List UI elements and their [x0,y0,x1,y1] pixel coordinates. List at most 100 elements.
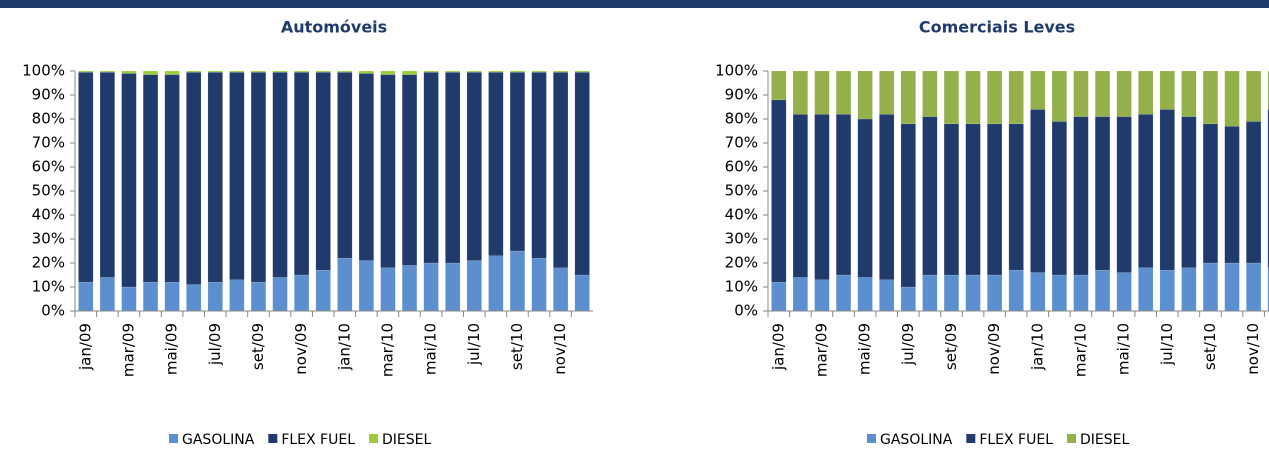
bar-segment [792,70,808,115]
bar-segment [1116,70,1132,117]
bar-segment [445,71,461,264]
bar-segment [1030,272,1046,312]
bar-segment [965,70,981,125]
bar-segment [315,269,331,312]
bar-segment [164,281,180,312]
bar-segment [987,123,1003,276]
bar-segment [553,267,569,312]
y-tick-label: 80% [32,110,65,128]
bar-segment [900,286,916,312]
x-tick-label: set/09 [249,323,267,370]
bar-segment [531,71,547,259]
bar-segment [164,70,180,75]
bar-segment [771,281,787,312]
bar-segment [857,70,873,120]
x-tick-label: jul/09 [206,323,224,366]
bar-segment [1224,70,1240,127]
bar-segment [488,70,504,73]
legend-swatch [369,434,378,443]
legend-swatch [966,434,976,443]
bar-segment [879,113,895,281]
bar-segment [1202,262,1219,312]
x-tick-label: mai/09 [856,323,874,375]
bar-segment [445,70,461,73]
bar-segment [1116,116,1132,273]
bar-segment [1181,70,1197,117]
bar-segment [78,281,94,312]
bar-segment [574,70,590,73]
x-tick-label: jul/09 [899,323,917,366]
y-tick-label: 20% [32,254,65,272]
bar-segment [771,70,787,101]
bar-segment [1030,109,1046,273]
bar-segment [965,123,981,276]
bar-segment [142,70,159,75]
legend-label: GASOLINA [880,432,953,448]
bar-segment [1094,116,1111,271]
bar-segment [1051,121,1067,276]
y-tick-label: 70% [725,134,758,152]
bar-segment [943,123,960,276]
y-tick-label: 100% [715,62,758,80]
bar-segment [380,74,396,269]
bar-segment [1267,109,1269,269]
bar-segment [922,70,938,117]
header-band [0,0,1269,8]
chart-title: Comerciais Leves [919,18,1075,37]
x-tick-label: mar/10 [1071,323,1089,377]
bar-segment [401,74,418,266]
bar-segment [531,257,547,312]
bar-segment [1246,70,1262,122]
y-tick-label: 0% [734,302,758,320]
bar-segment [401,70,418,75]
bar-segment [99,71,115,278]
bar-segment [1008,70,1024,125]
bar-segment [900,70,916,125]
bar-segment [1202,70,1219,125]
bar-segment [272,277,288,312]
bar-segment [987,274,1003,312]
bar-segment [1138,113,1154,269]
bar-segment [792,113,808,278]
bar-segment [121,73,137,288]
bar-segment [1202,123,1219,264]
bar-segment [1267,267,1269,312]
bar-segment [771,99,787,283]
bar-segment [857,118,873,278]
bar-segment [1159,70,1175,110]
y-tick-label: 60% [725,158,758,176]
bar-segment [792,277,808,312]
bar-segment [121,286,137,312]
x-tick-label: set/10 [508,323,526,370]
legend-label: FLEX FUEL [281,432,355,448]
bar-segment [466,70,482,73]
bar-segment [1224,125,1240,264]
bar-segment [900,123,916,288]
y-tick-label: 80% [725,110,758,128]
bar-segment [1008,123,1024,271]
bar-segment [1116,272,1132,312]
y-tick-label: 100% [22,62,65,80]
bar-segment [121,70,137,74]
x-tick-label: mai/10 [1115,323,1133,375]
bar-segment [423,71,439,264]
bar-segment [337,257,353,312]
y-tick-label: 40% [725,206,758,224]
legend-swatch [268,434,278,443]
bar-segment [509,250,526,312]
x-tick-label: jan/10 [335,323,353,371]
bar-segment [1224,262,1240,312]
bar-segment [78,71,94,283]
bar-segment [186,71,202,285]
bar-segment [315,70,331,73]
bar-segment [879,279,895,312]
bar-segment [294,71,310,276]
x-tick-label: jan/09 [76,323,94,371]
x-tick-label: nov/10 [551,323,569,375]
bar-segment [488,71,504,257]
bar-segment [272,71,288,278]
x-tick-label: set/09 [942,323,960,370]
bar-segment [1159,269,1175,312]
